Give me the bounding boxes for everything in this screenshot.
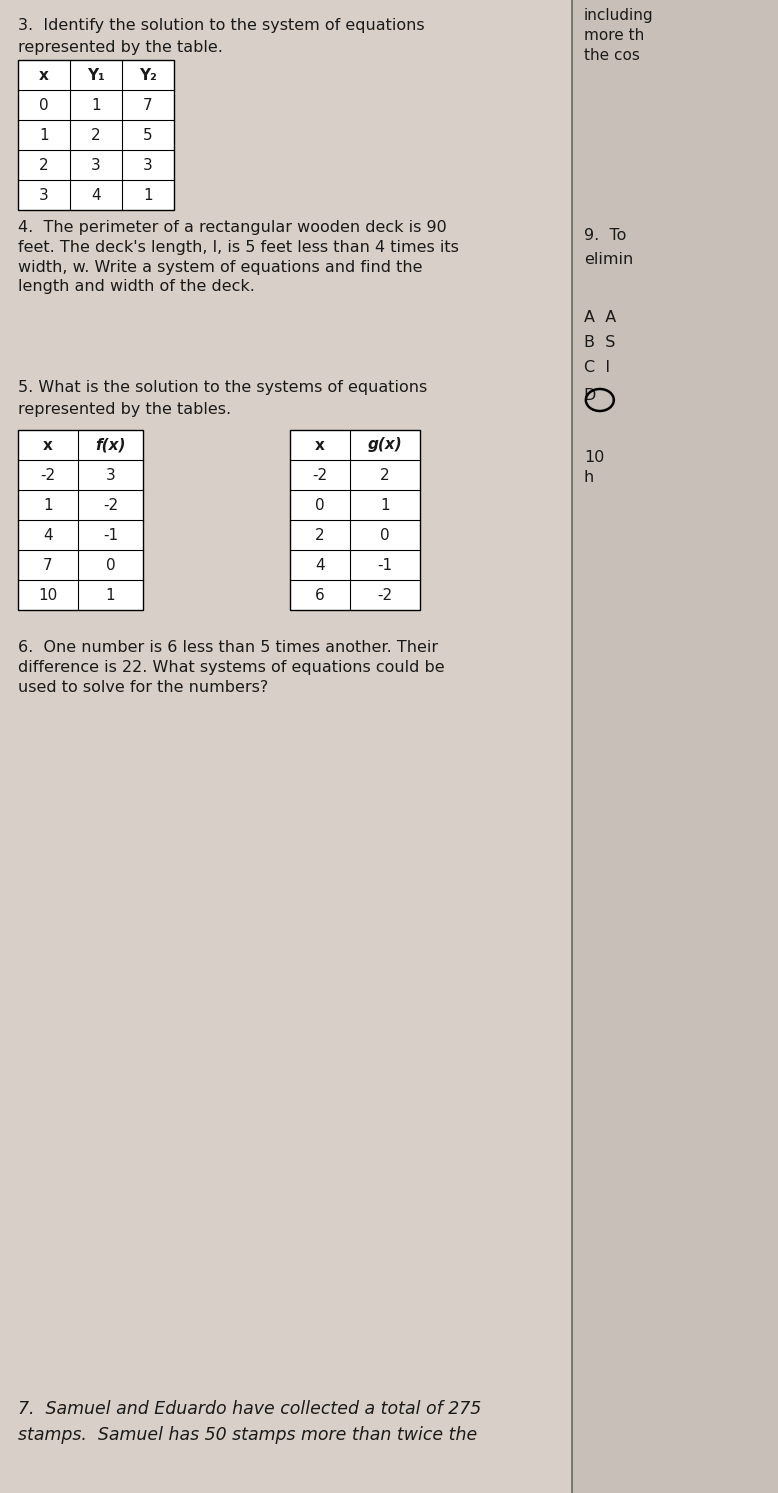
Text: -2: -2 <box>313 467 328 482</box>
Text: 4: 4 <box>91 188 101 203</box>
Text: f(x): f(x) <box>95 437 126 452</box>
Text: x: x <box>39 67 49 82</box>
Text: B  S: B S <box>584 334 615 349</box>
Text: 10
h: 10 h <box>584 449 605 485</box>
Text: 3: 3 <box>39 188 49 203</box>
Bar <box>290 430 420 611</box>
Text: 7.  Samuel and Eduardo have collected a total of 275: 7. Samuel and Eduardo have collected a t… <box>18 1400 482 1418</box>
Text: g(x): g(x) <box>368 437 402 452</box>
Text: 9.  To: 9. To <box>584 228 626 243</box>
Bar <box>18 60 174 211</box>
Text: 0: 0 <box>106 557 115 572</box>
Text: 1: 1 <box>39 127 49 142</box>
Text: 0: 0 <box>39 97 49 112</box>
Text: 2: 2 <box>91 127 101 142</box>
Text: D: D <box>584 388 596 403</box>
Text: 0: 0 <box>380 527 390 542</box>
Text: 4: 4 <box>44 527 53 542</box>
Text: 0: 0 <box>315 497 324 512</box>
Text: 7: 7 <box>44 557 53 572</box>
Text: 4: 4 <box>315 557 324 572</box>
Text: A  A: A A <box>584 311 616 325</box>
Text: 5. What is the solution to the systems of equations: 5. What is the solution to the systems o… <box>18 381 427 396</box>
Text: 1: 1 <box>143 188 152 203</box>
Text: 3: 3 <box>91 157 101 173</box>
Text: 4.  The perimeter of a rectangular wooden deck is 90
feet. The deck's length, l,: 4. The perimeter of a rectangular wooden… <box>18 219 459 294</box>
Bar <box>18 430 143 611</box>
Text: 10: 10 <box>38 588 58 603</box>
Text: 3: 3 <box>143 157 152 173</box>
Text: 1: 1 <box>91 97 101 112</box>
Text: Y₂: Y₂ <box>139 67 157 82</box>
Text: -1: -1 <box>377 557 393 572</box>
Text: including
more th
the cos: including more th the cos <box>584 7 654 63</box>
Text: -1: -1 <box>103 527 118 542</box>
Text: 1: 1 <box>44 497 53 512</box>
Text: represented by the table.: represented by the table. <box>18 40 223 55</box>
Text: x: x <box>43 437 53 452</box>
Text: x: x <box>315 437 325 452</box>
Text: 6.  One number is 6 less than 5 times another. Their
difference is 22. What syst: 6. One number is 6 less than 5 times ano… <box>18 640 444 694</box>
Text: C  I: C I <box>584 360 610 375</box>
Text: elimin: elimin <box>584 252 633 267</box>
Text: 5: 5 <box>143 127 152 142</box>
Text: represented by the tables.: represented by the tables. <box>18 402 231 417</box>
Text: -2: -2 <box>103 497 118 512</box>
Text: 1: 1 <box>106 588 115 603</box>
Text: 1: 1 <box>380 497 390 512</box>
Text: 2: 2 <box>380 467 390 482</box>
Text: 6: 6 <box>315 588 325 603</box>
Text: -2: -2 <box>377 588 393 603</box>
Bar <box>572 0 778 1493</box>
Text: 3.  Identify the solution to the system of equations: 3. Identify the solution to the system o… <box>18 18 425 33</box>
Text: stamps.  Samuel has 50 stamps more than twice the: stamps. Samuel has 50 stamps more than t… <box>18 1426 477 1444</box>
Text: 3: 3 <box>106 467 115 482</box>
Text: 7: 7 <box>143 97 152 112</box>
Text: -2: -2 <box>40 467 55 482</box>
Text: Y₁: Y₁ <box>87 67 105 82</box>
Text: 2: 2 <box>315 527 324 542</box>
Text: 2: 2 <box>39 157 49 173</box>
